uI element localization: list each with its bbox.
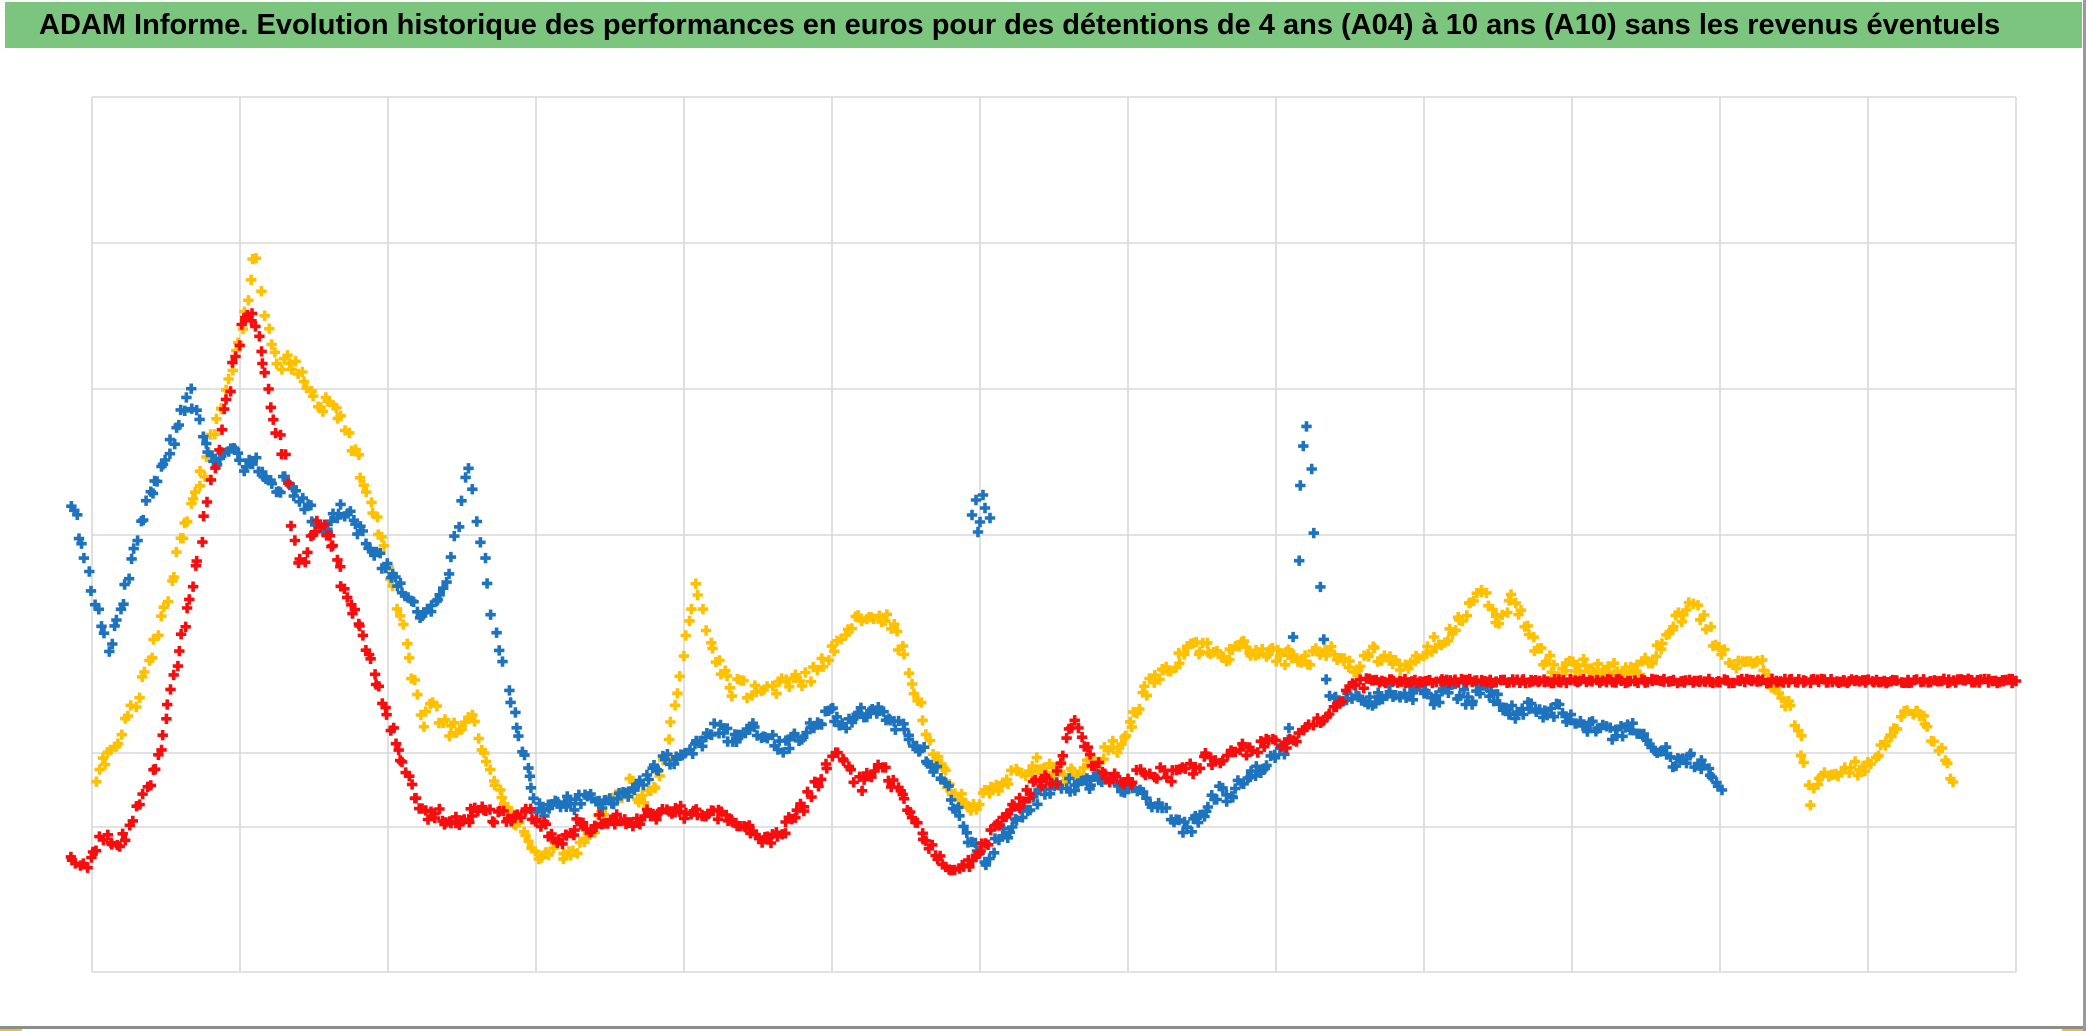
title-bar: ADAM Informe. Evolution historique des p… bbox=[5, 2, 2082, 48]
bottom-rule bbox=[0, 1026, 2086, 1029]
gridlines bbox=[91, 96, 2017, 973]
chart-canvas bbox=[65, 96, 2022, 973]
series-red bbox=[65, 308, 2022, 876]
series-blue bbox=[66, 383, 1728, 871]
performance-chart bbox=[0, 48, 2083, 1026]
right-rule bbox=[2083, 0, 2086, 1031]
page-title: ADAM Informe. Evolution historique des p… bbox=[39, 8, 2001, 41]
series-gold bbox=[91, 253, 1959, 865]
series-blue-outliers bbox=[966, 489, 996, 538]
